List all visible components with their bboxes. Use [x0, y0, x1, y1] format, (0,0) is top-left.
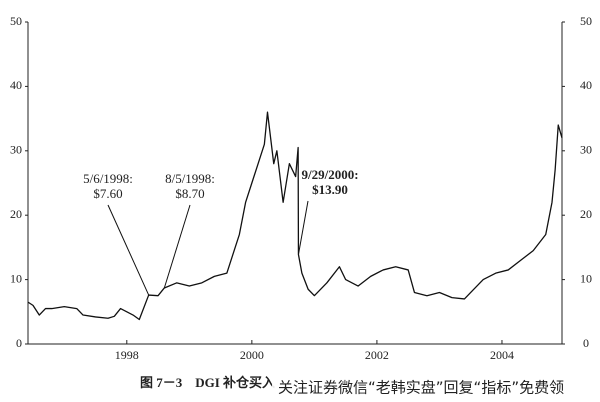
y2-tick-label: 30 [580, 143, 592, 157]
annotation-price: $7.60 [93, 186, 122, 201]
y-tick-label: 10 [10, 271, 22, 285]
annotation-date: 5/6/1998: [83, 171, 133, 186]
annotation-date: 9/29/2000: [301, 167, 358, 182]
y-tick-label: 0 [16, 336, 22, 350]
annotation-arrow [107, 204, 150, 296]
price-line [27, 111, 563, 321]
y2-tick-label: 40 [580, 78, 592, 92]
y2-tick-label: 0 [583, 336, 589, 350]
annotation-price: $8.70 [175, 186, 204, 201]
y-tick-label: 30 [10, 143, 22, 157]
annotation-price: $13.90 [312, 182, 348, 197]
y2-tick-label: 10 [580, 271, 592, 285]
y-tick-label: 20 [10, 207, 22, 221]
x-tick-label: 2004 [490, 348, 514, 362]
y-tick-label: 50 [10, 14, 22, 28]
x-tick-label: 2000 [240, 348, 264, 362]
x-tick-label: 1998 [115, 348, 139, 362]
annotation-arrow [163, 204, 191, 289]
x-tick-label: 2002 [365, 348, 389, 362]
annotation-arrow [297, 200, 309, 255]
y-tick-label: 40 [10, 78, 22, 92]
y2-tick-label: 20 [580, 207, 592, 221]
watermark: 关注证券微信“老韩实盘”回复“指标”免费领 [278, 379, 564, 397]
annotation-date: 8/5/1998: [165, 171, 215, 186]
y2-tick-label: 50 [580, 14, 592, 28]
watermark-bg [272, 372, 600, 402]
caption: 图 7－3 DGI 补仓买入 [140, 375, 275, 390]
